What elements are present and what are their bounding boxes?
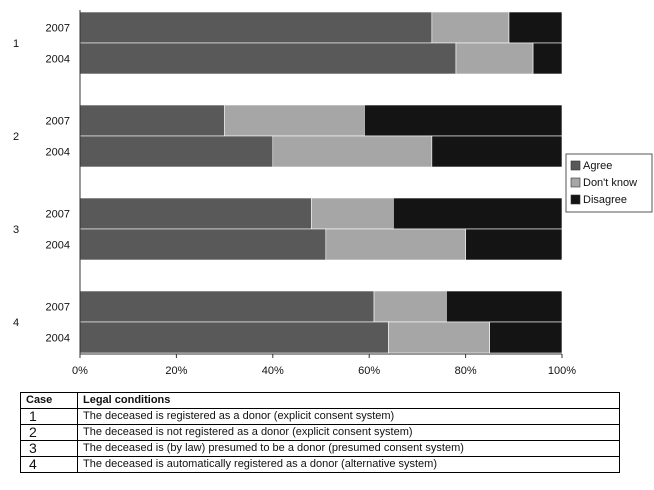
bar-segment xyxy=(311,197,394,230)
legend-swatch xyxy=(570,177,581,188)
bar-segment xyxy=(455,42,534,75)
case-number: 1 xyxy=(20,408,78,425)
bar-segment xyxy=(79,135,274,168)
bar-segment xyxy=(79,321,389,354)
bar-segment xyxy=(392,197,563,230)
case-number: 3 xyxy=(20,440,78,457)
year-label: 2004 xyxy=(46,147,70,159)
year-label: 2007 xyxy=(46,209,70,221)
bar-segment xyxy=(364,104,563,137)
case-description: The deceased is (by law) presumed to be … xyxy=(77,440,620,457)
bar-segment xyxy=(224,104,365,137)
table-row: 3 The deceased is (by law) presumed to b… xyxy=(20,440,620,457)
legend-swatch xyxy=(570,194,581,205)
bar-segment xyxy=(325,228,466,261)
x-tick-label: 40% xyxy=(262,365,284,377)
x-tick-label: 60% xyxy=(358,365,380,377)
table-header-row: Case Legal conditions xyxy=(20,392,620,409)
bar-segment xyxy=(79,104,225,137)
year-label: 2007 xyxy=(46,23,70,35)
case-description: The deceased is not registered as a dono… xyxy=(77,424,620,441)
x-tick-label: 100% xyxy=(548,365,576,377)
bar-segment xyxy=(79,290,375,323)
case-label: 3 xyxy=(13,224,19,236)
bar-segment xyxy=(465,228,563,261)
x-tick-label: 0% xyxy=(72,365,88,377)
case-header: Case xyxy=(20,392,78,409)
bar-segment xyxy=(272,135,433,168)
year-label: 2007 xyxy=(46,302,70,314)
table-row: 4 The deceased is automatically register… xyxy=(20,456,620,473)
bar-segment xyxy=(446,290,563,323)
legend-swatch xyxy=(570,160,581,171)
bar-segment xyxy=(431,135,563,168)
bar-segment xyxy=(508,11,563,44)
x-tick-label: 80% xyxy=(455,365,477,377)
legend-label: Agree xyxy=(583,160,612,172)
bar-segment xyxy=(79,11,433,44)
table-row: 1 The deceased is registered as a donor … xyxy=(20,408,620,425)
case-label: 2 xyxy=(13,131,19,143)
bar-segment xyxy=(431,11,510,44)
bar-segment xyxy=(79,228,327,261)
year-label: 2004 xyxy=(46,54,70,66)
bar-segment xyxy=(373,290,447,323)
year-label: 2007 xyxy=(46,116,70,128)
x-tick-label: 20% xyxy=(165,365,187,377)
case-description: The deceased is automatically registered… xyxy=(77,456,620,473)
bar-segment xyxy=(489,321,563,354)
year-label: 2004 xyxy=(46,333,70,345)
case-label: 4 xyxy=(13,317,19,329)
case-description: The deceased is registered as a donor (e… xyxy=(77,408,620,425)
table-row: 2 The deceased is not registered as a do… xyxy=(20,424,620,441)
bar-segment xyxy=(388,321,491,354)
legal-conditions-header: Legal conditions xyxy=(77,392,620,409)
case-number: 4 xyxy=(20,456,78,473)
case-number: 2 xyxy=(20,424,78,441)
case-label: 1 xyxy=(13,38,19,50)
year-label: 2004 xyxy=(46,240,70,252)
legal-conditions-table: Case Legal conditions 1 The deceased is … xyxy=(20,392,620,473)
legend-box xyxy=(565,153,653,213)
bar-segment xyxy=(79,42,457,75)
bar-segment xyxy=(79,197,312,230)
legend-label: Don't know xyxy=(583,177,637,189)
bar-segment xyxy=(532,42,563,75)
legend-label: Disagree xyxy=(583,194,627,206)
